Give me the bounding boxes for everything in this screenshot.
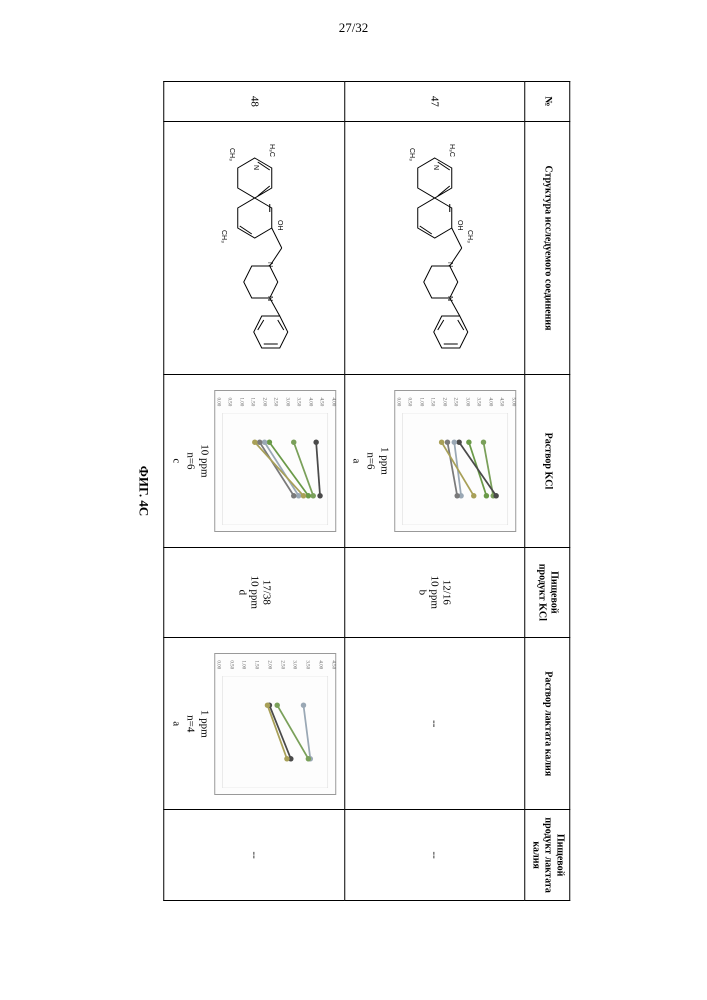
cell-text: 12/1610 ppmb: [417, 552, 453, 634]
lactate-food-cell: --: [345, 810, 525, 901]
svg-text:OH: OH: [456, 220, 463, 231]
lactate-solution-cell: --: [345, 638, 525, 810]
kcl-food-cell: 17/3810 ppmd: [164, 547, 344, 638]
row-num: 48: [164, 82, 344, 122]
svg-text:CH₃: CH₃: [219, 230, 226, 243]
svg-text:N: N: [446, 262, 453, 267]
lactate-solution-cell: 4.504.003.503.002.502.001.501.000.500.00: [164, 638, 344, 810]
header-lactate-food: Пищевой продукт лактата калия: [525, 810, 570, 901]
chart-caption: 1 ppmn=4a: [169, 642, 210, 805]
header-lactate-solution: Раствор лактата калия: [525, 638, 570, 810]
header-kcl-solution: Раствор KCl: [525, 375, 570, 547]
structure-cell: H₃C N CH₃ OH CH₃ N N: [164, 121, 344, 375]
lactate-food-cell: --: [164, 810, 344, 901]
svg-text:OH: OH: [275, 220, 282, 231]
svg-text:N: N: [265, 262, 272, 267]
header-structure: Структура исследуемого соединения: [525, 121, 570, 375]
cell-text: --: [248, 814, 260, 896]
cell-text: --: [429, 642, 441, 805]
table-row: 48 H₃C N CH₃ OH: [164, 82, 344, 901]
header-kcl-food: Пищевой продукт KCl: [525, 547, 570, 638]
svg-text:CH₃: CH₃: [408, 148, 415, 161]
svg-text:N: N: [432, 165, 439, 170]
cell-text: 17/3810 ppmd: [236, 552, 272, 634]
figure-caption: ФИГ. 4C: [136, 81, 152, 901]
svg-text:N: N: [446, 296, 453, 301]
row-num: 47: [345, 82, 525, 122]
table-row: 47 H₃C N CH₃ OH: [345, 82, 525, 901]
svg-text:CH₃: CH₃: [466, 230, 473, 243]
cell-text: --: [429, 814, 441, 896]
chart-caption: 10 ppmn=6c: [169, 379, 210, 542]
svg-text:H₃C: H₃C: [448, 144, 455, 157]
molecule-diagram: H₃C N CH₃ OH CH₃ N N: [357, 138, 512, 358]
line-chart: 5.004.504.003.503.002.502.001.501.000.50…: [394, 390, 516, 532]
header-num: №: [525, 82, 570, 122]
kcl-solution-cell: 4.004.504.003.503.002.502.001.501.000.50…: [164, 375, 344, 547]
svg-text:N: N: [265, 296, 272, 301]
svg-text:CH₃: CH₃: [227, 148, 234, 161]
kcl-solution-cell: 5.004.504.003.503.002.502.001.501.000.50…: [345, 375, 525, 547]
structure-cell: H₃C N CH₃ OH CH₃ N N: [345, 121, 525, 375]
molecule-diagram: H₃C N CH₃ OH CH₃ N N: [177, 138, 332, 358]
line-chart: 4.004.504.003.503.002.502.001.501.000.50…: [214, 390, 336, 532]
svg-text:N: N: [251, 165, 258, 170]
chart-caption: 1 ppmn=6a: [349, 379, 390, 542]
kcl-food-cell: 12/1610 ppmb: [345, 547, 525, 638]
line-chart: 4.504.003.503.002.502.001.501.000.500.00: [214, 653, 336, 795]
page-number: 27/32: [20, 20, 687, 36]
data-table: № Структура исследуемого соединения Раст…: [164, 81, 571, 901]
figure-container: № Структура исследуемого соединения Раст…: [20, 66, 687, 916]
svg-text:H₃C: H₃C: [267, 144, 274, 157]
